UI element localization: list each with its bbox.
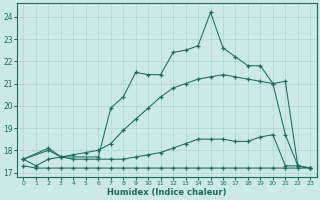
X-axis label: Humidex (Indice chaleur): Humidex (Indice chaleur) — [107, 188, 227, 197]
